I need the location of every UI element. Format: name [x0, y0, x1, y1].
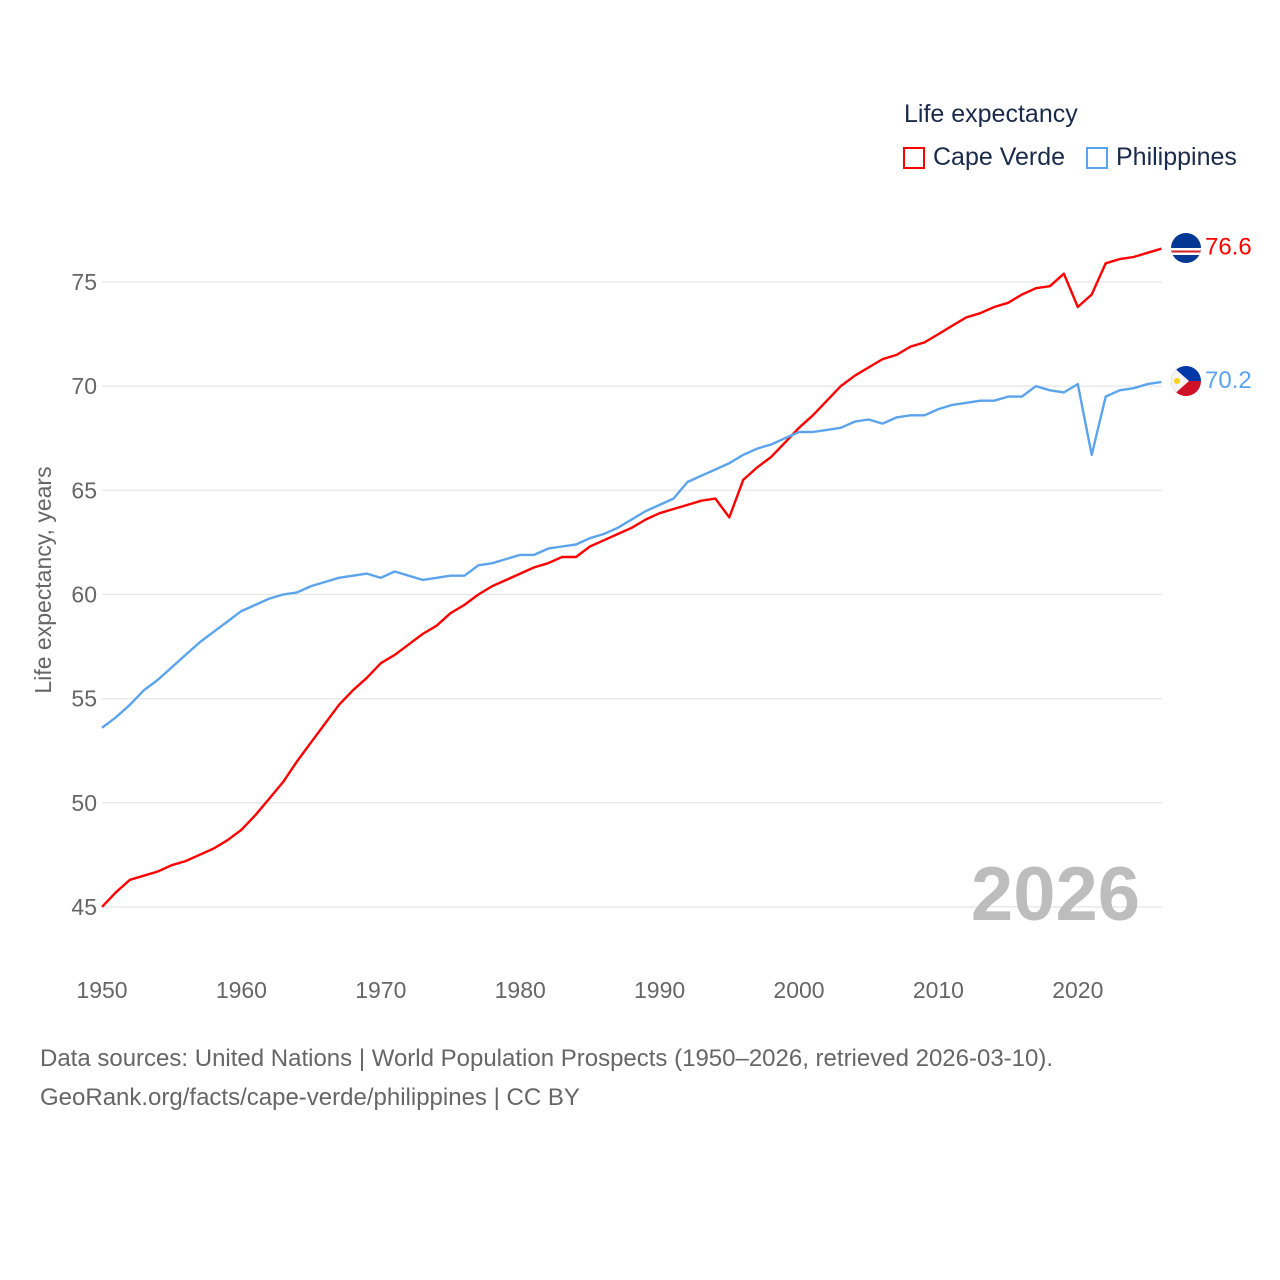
x-tick-label: 2000: [773, 977, 824, 1003]
y-tick-label: 60: [71, 581, 97, 607]
legend-label: Cape Verde: [933, 143, 1066, 171]
x-tick-label: 1980: [495, 977, 546, 1003]
y-tick-label: 75: [71, 269, 97, 295]
series-line-philippines: [101, 380, 1162, 729]
x-tick-label: 1970: [355, 977, 406, 1003]
legend-item-cape-verde[interactable]: Cape Verde: [903, 143, 1065, 172]
legend-label: Philippines: [1116, 143, 1237, 171]
y-tick-label: 50: [71, 790, 97, 816]
y-tick-label: 45: [71, 894, 97, 920]
x-tick-label: 2010: [913, 977, 964, 1003]
x-tick-label: 1950: [76, 977, 127, 1003]
footer-sources: Data sources: United Nations | World Pop…: [40, 1045, 1054, 1072]
year-watermark: 2026: [971, 852, 1140, 937]
x-tick-label: 2020: [1052, 977, 1103, 1003]
legend-title: Life expectancy: [904, 100, 1078, 128]
x-tick-label: 1960: [216, 977, 267, 1003]
end-value-label: 76.6: [1205, 234, 1252, 261]
y-tick-label: 55: [71, 686, 97, 712]
end-value-label: 70.2: [1205, 367, 1252, 394]
y-tick-label: 70: [71, 373, 97, 399]
footer-link[interactable]: GeoRank.org/facts/cape-verde/philippines…: [40, 1084, 580, 1111]
cape-verde-flag-icon: [1171, 233, 1201, 263]
legend-swatch-philippines: [1086, 146, 1108, 169]
legend-swatch-cape-verde: [903, 146, 925, 169]
series-line-cape-verde: [101, 247, 1162, 908]
legend-item-philippines[interactable]: Philippines: [1086, 143, 1237, 172]
y-tick-label: 65: [71, 477, 97, 503]
x-tick-label: 1990: [634, 977, 685, 1003]
y-axis-label: Life expectancy, years: [30, 466, 56, 693]
philippines-flag-icon: [1171, 366, 1201, 396]
